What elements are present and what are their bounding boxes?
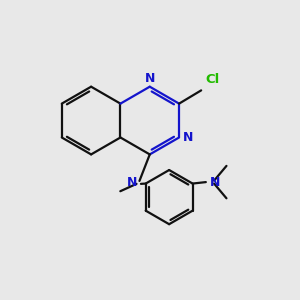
Text: N: N xyxy=(127,176,137,189)
Text: N: N xyxy=(145,72,155,85)
Text: N: N xyxy=(183,131,193,144)
Text: N: N xyxy=(210,176,220,189)
Text: Cl: Cl xyxy=(206,73,220,86)
